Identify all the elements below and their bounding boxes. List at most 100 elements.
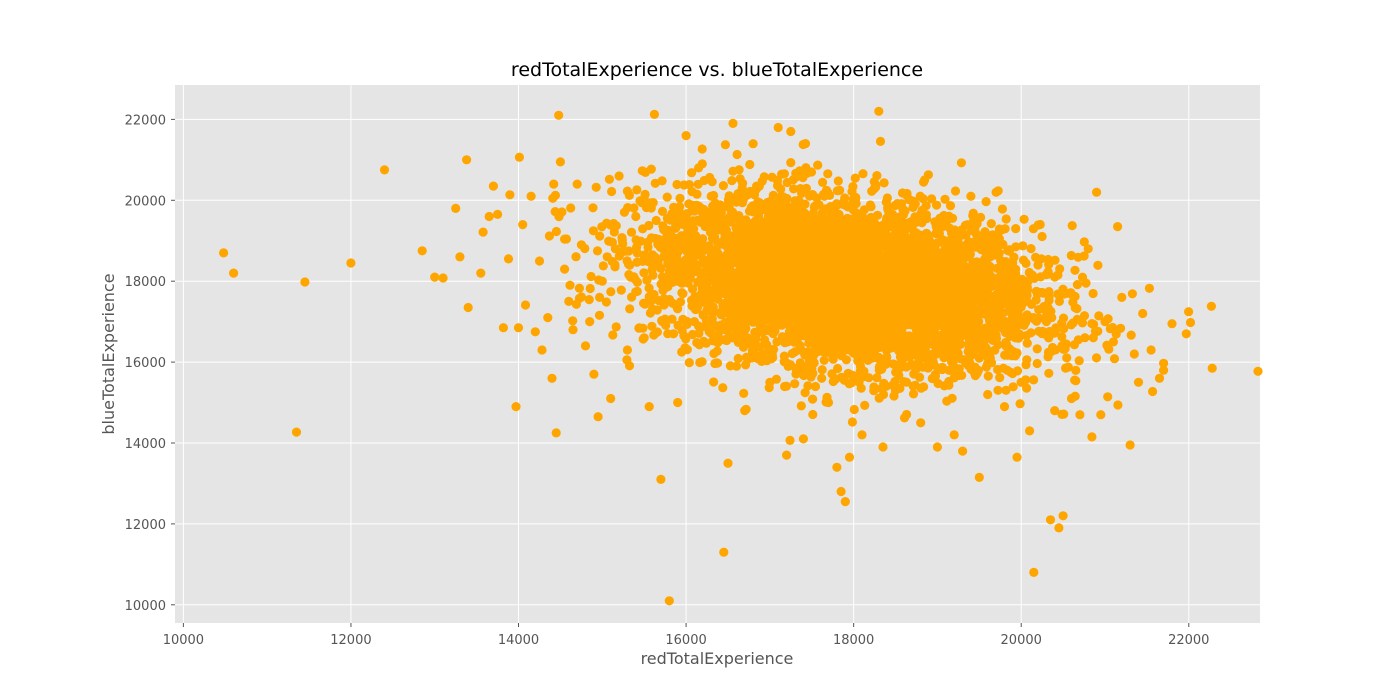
data-point (1073, 335, 1083, 345)
data-point (899, 320, 909, 331)
data-point (985, 353, 995, 364)
data-point (818, 232, 828, 242)
data-point (739, 309, 749, 319)
data-point (987, 281, 997, 291)
data-point (983, 371, 993, 381)
data-point (865, 343, 875, 354)
data-point (931, 259, 941, 269)
data-point (864, 373, 874, 383)
data-point (904, 292, 914, 302)
data-point (684, 180, 694, 190)
data-point (744, 265, 755, 275)
data-point (640, 250, 650, 260)
data-point (950, 186, 961, 196)
data-point (1148, 386, 1158, 397)
data-point (993, 364, 1003, 375)
data-point (697, 284, 708, 294)
data-point (667, 314, 677, 324)
data-point (704, 244, 714, 254)
data-point (990, 240, 1000, 250)
data-point (626, 227, 637, 237)
data-point (800, 208, 810, 219)
data-point (972, 219, 982, 229)
data-point (660, 314, 670, 324)
data-point (718, 299, 728, 309)
data-point (1002, 365, 1012, 375)
data-point (968, 211, 978, 221)
data-point (956, 339, 966, 349)
data-point (733, 353, 743, 364)
data-point (514, 152, 525, 162)
data-point (1022, 383, 1032, 393)
data-point (908, 389, 919, 399)
data-point (1090, 326, 1100, 336)
data-point (825, 241, 836, 251)
data-point (624, 361, 635, 371)
data-point (1103, 392, 1113, 402)
data-point (877, 364, 887, 374)
data-point (639, 268, 649, 278)
data-point (774, 207, 784, 217)
data-point (1077, 272, 1088, 282)
data-point (997, 204, 1008, 214)
data-point (708, 205, 718, 215)
data-point (1111, 329, 1121, 339)
data-point (651, 215, 661, 226)
data-point (661, 282, 672, 292)
data-point (940, 245, 950, 255)
data-point (1018, 276, 1028, 286)
data-point (856, 383, 866, 393)
data-point (954, 364, 964, 374)
data-point (829, 344, 839, 355)
data-point (817, 365, 827, 375)
data-point (832, 186, 843, 196)
data-point (1253, 366, 1263, 376)
data-point (1144, 283, 1154, 293)
data-point (694, 340, 705, 350)
data-point (647, 265, 657, 275)
data-point (632, 286, 642, 296)
data-point (586, 271, 596, 282)
data-point (1070, 265, 1080, 275)
data-point (695, 291, 705, 301)
data-point (951, 331, 961, 341)
data-point (1059, 409, 1069, 419)
data-point (919, 262, 929, 272)
data-point (881, 235, 891, 245)
data-point (697, 144, 707, 154)
data-point (748, 347, 758, 358)
data-point (983, 241, 993, 251)
data-point (878, 389, 889, 400)
data-point (989, 233, 999, 243)
data-point (697, 273, 707, 283)
data-point (950, 309, 960, 319)
data-point (1004, 245, 1015, 255)
data-point (701, 212, 711, 222)
data-point (1015, 284, 1025, 294)
data-point (832, 199, 842, 209)
data-point (817, 345, 827, 356)
data-point (908, 381, 918, 391)
data-point (737, 258, 747, 268)
data-point (646, 164, 656, 174)
data-point (813, 160, 823, 170)
data-point (1012, 321, 1022, 331)
data-point (762, 340, 772, 350)
data-point (827, 369, 837, 379)
data-point (988, 273, 998, 283)
data-point (824, 219, 834, 229)
data-point (560, 234, 570, 244)
data-point (571, 252, 581, 262)
data-point (828, 376, 838, 387)
data-point (592, 246, 603, 256)
data-point (568, 316, 578, 326)
data-point (746, 243, 756, 254)
data-point (1044, 295, 1054, 305)
data-point (944, 380, 954, 390)
data-point (940, 194, 950, 204)
data-point (594, 310, 605, 320)
data-point (786, 158, 796, 168)
data-point (719, 258, 730, 268)
data-point (869, 184, 879, 194)
data-point (827, 230, 837, 240)
